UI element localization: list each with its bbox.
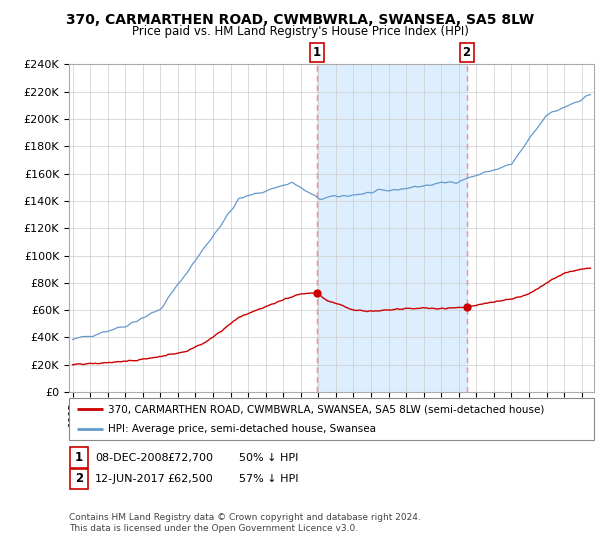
- Bar: [317, 64, 467, 392]
- FancyBboxPatch shape: [70, 469, 88, 489]
- Text: £72,700: £72,700: [167, 452, 213, 463]
- Text: £62,500: £62,500: [167, 474, 212, 484]
- Text: 2: 2: [463, 46, 470, 59]
- Text: 08-DEC-2008: 08-DEC-2008: [95, 452, 169, 463]
- FancyBboxPatch shape: [70, 447, 88, 468]
- Text: HPI: Average price, semi-detached house, Swansea: HPI: Average price, semi-detached house,…: [109, 424, 376, 434]
- Text: Price paid vs. HM Land Registry's House Price Index (HPI): Price paid vs. HM Land Registry's House …: [131, 25, 469, 38]
- Text: This data is licensed under the Open Government Licence v3.0.: This data is licensed under the Open Gov…: [69, 524, 358, 533]
- Text: 370, CARMARTHEN ROAD, CWMBWRLA, SWANSEA, SA5 8LW (semi-detached house): 370, CARMARTHEN ROAD, CWMBWRLA, SWANSEA,…: [109, 404, 545, 414]
- Text: 1: 1: [313, 46, 321, 59]
- Text: 57% ↓ HPI: 57% ↓ HPI: [239, 474, 298, 484]
- Text: 370, CARMARTHEN ROAD, CWMBWRLA, SWANSEA, SA5 8LW: 370, CARMARTHEN ROAD, CWMBWRLA, SWANSEA,…: [66, 13, 534, 27]
- FancyBboxPatch shape: [69, 398, 594, 440]
- Text: 2: 2: [75, 472, 83, 486]
- Text: 1: 1: [75, 451, 83, 464]
- Text: 50% ↓ HPI: 50% ↓ HPI: [239, 452, 298, 463]
- Text: Contains HM Land Registry data © Crown copyright and database right 2024.: Contains HM Land Registry data © Crown c…: [69, 513, 421, 522]
- Text: 12-JUN-2017: 12-JUN-2017: [95, 474, 166, 484]
